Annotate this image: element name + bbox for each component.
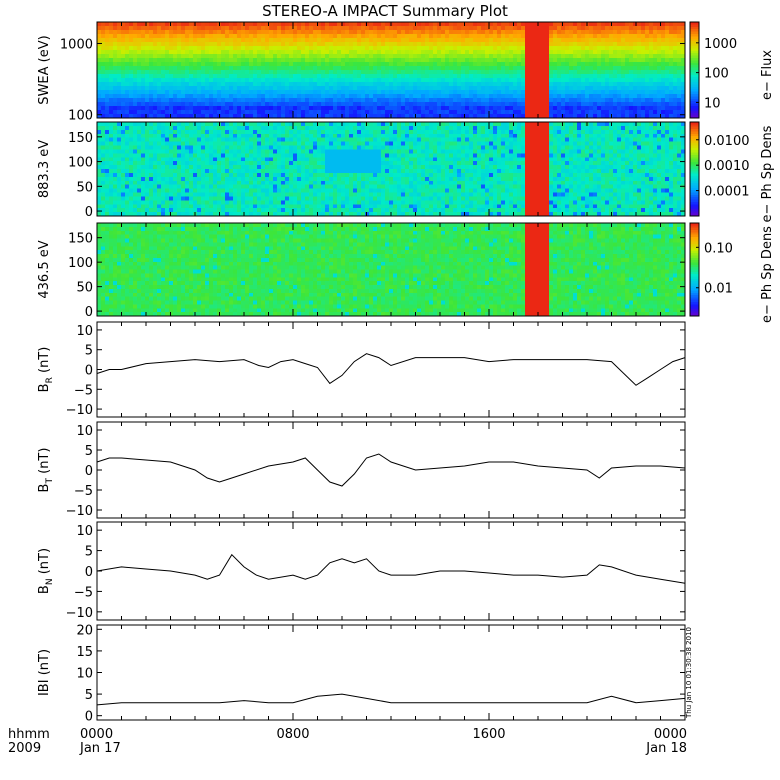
x-tick-label-time: 1600 (472, 727, 505, 742)
y-tick-label: 150 (68, 131, 93, 146)
colorbar-tick-label: 100 (704, 67, 729, 82)
heatmap-swea (97, 22, 686, 119)
panel-bt: −10 −5 0 5 10 BT (nT) (37, 421, 686, 519)
colorbar-frame (689, 222, 700, 317)
y-tick-label: 5 (85, 344, 93, 359)
y-tick-label: 0 (85, 364, 93, 379)
y-axis-label: BR (nT) (37, 347, 55, 393)
y-tick-label: −5 (74, 484, 93, 499)
timestamp-stamp: Thu Jan 10 01:30:38 2010 (685, 627, 693, 719)
x-tick-label-date: Jan 17 (79, 741, 121, 756)
y-tick-label: 5 (85, 545, 93, 560)
panel-pad436: 0 50 100 150 436.5 eV 0.01 0.10 e− Ph Sp Dens (37, 222, 775, 323)
y-tick-label: 10 (76, 667, 93, 682)
series-line-bt (96, 453, 686, 487)
y-axis-label: IBI (nT) (37, 649, 52, 696)
x-tick-label-date: Jan 18 (645, 741, 687, 756)
y-tick-label: 150 (68, 232, 93, 247)
colorbar-pad436: 0.01 0.10 e− Ph Sp Dens (689, 222, 775, 323)
colorbar-label: e− Flux (760, 50, 775, 100)
y-tick-label: 50 (76, 281, 93, 296)
y-tick-label: 0 (85, 565, 93, 580)
y-tick-label: 10 (76, 424, 93, 439)
y-tick-label: 5 (85, 444, 93, 459)
y-axis-label: SWEA (eV) (37, 35, 52, 104)
colorbar-frame (689, 121, 700, 217)
colorbar-swea: 10 100 1000 e− Flux (689, 21, 775, 119)
panel-frame (96, 521, 686, 621)
colorbar-tick-label: 0.10 (704, 241, 733, 256)
colorbar-tick-label: 0.0100 (704, 134, 750, 149)
y-tick-label: −5 (74, 383, 93, 398)
y-tick-label: 15 (76, 645, 93, 660)
heatmap-pad436 (97, 223, 686, 317)
plot-title: STEREO-A IMPACT Summary Plot (262, 2, 508, 20)
series-line-br (96, 353, 686, 386)
y-tick-label: 5 (85, 688, 93, 703)
y-tick-label: 100 (68, 156, 93, 171)
y-tick-label: −5 (74, 585, 93, 600)
colorbar-frame (689, 21, 700, 119)
colorbar-tick-label: 0.0001 (704, 185, 750, 200)
colorbar-tick-label: 0.01 (704, 282, 733, 297)
panel-frame (96, 421, 686, 519)
x-tick-label-time: 0000 (654, 727, 687, 742)
y-tick-label: −10 (66, 504, 93, 519)
panel-frame (96, 624, 686, 721)
panel-bn: −10 −5 0 5 10 BN (nT) (37, 521, 686, 621)
panel-br: −10 −5 0 5 10 BR (nT) (37, 321, 686, 418)
y-tick-label: 0 (85, 710, 93, 725)
x-tick-label-time: 0000 (80, 727, 113, 742)
y-tick-label: −10 (66, 606, 93, 621)
x-tick-label-time: 0800 (276, 727, 309, 742)
y-axis-label: BT (nT) (37, 448, 55, 493)
colorbar-label: e− Ph Sp Dens (760, 125, 775, 222)
y-tick-label: 100 (68, 256, 93, 271)
heatmap-pad883 (97, 122, 686, 217)
y-tick-label: 10 (76, 324, 93, 339)
panel-swea: 100 1000 SWEA (eV) 10 100 1000 e− Flux (37, 21, 775, 124)
panel-pad883: 0 50 100 150 883.3 eV 0.0001 0.0010 0.0100 e− Ph… (37, 121, 775, 222)
y-tick-label: 0 (85, 305, 93, 320)
colorbar-tick-label: 10 (704, 96, 721, 111)
x-axis-label-year: 2009 (8, 741, 41, 756)
colorbar-tick-label: 1000 (704, 37, 737, 52)
y-axis-label: 883.3 eV (37, 140, 52, 198)
y-tick-label: 10 (76, 524, 93, 539)
y-tick-label: −10 (66, 403, 93, 418)
y-axis-label: BN (nT) (37, 548, 55, 594)
series-line-bn (96, 553, 686, 584)
y-axis-label: 436.5 eV (37, 240, 52, 298)
y-tick-label: 50 (76, 180, 93, 195)
series-line-bmag (96, 693, 686, 706)
y-tick-label: 100 (68, 109, 93, 124)
panel-frame (96, 321, 686, 418)
panel-bmag: 0 5 10 15 20 IBI (nT) (37, 623, 686, 725)
x-axis-label-hhmm: hhmm (8, 727, 50, 742)
colorbar-label: e− Ph Sp Dens (760, 226, 775, 323)
y-tick-label: 1000 (60, 37, 93, 52)
colorbar-tick-label: 0.0010 (704, 159, 750, 174)
y-tick-label: 0 (85, 464, 93, 479)
y-tick-label: 0 (85, 205, 93, 220)
colorbar-pad883: 0.0001 0.0010 0.0100 e− Ph Sp Dens (689, 121, 775, 222)
y-tick-label: 20 (76, 623, 93, 638)
